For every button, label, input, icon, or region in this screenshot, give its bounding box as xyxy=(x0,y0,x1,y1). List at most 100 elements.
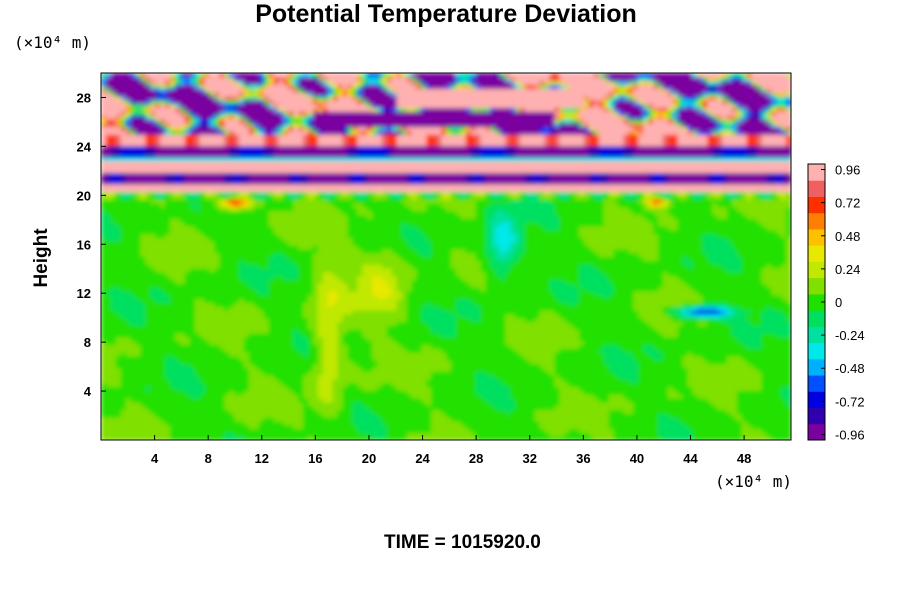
heatmap-cell xyxy=(736,321,743,326)
heatmap-cell xyxy=(741,313,748,319)
heatmap-cell xyxy=(101,413,107,418)
heatmap-cell xyxy=(204,321,211,326)
heatmap-cell xyxy=(105,436,112,440)
heatmap-cell xyxy=(574,375,580,380)
heatmap-cell xyxy=(288,332,294,338)
heatmap-cell xyxy=(485,340,491,346)
heatmap-cell xyxy=(485,355,491,361)
heatmap-cell xyxy=(490,363,496,368)
heatmap-cell xyxy=(431,310,437,315)
heatmap-cell xyxy=(741,329,748,334)
heatmap-cell xyxy=(441,302,447,307)
heatmap-cell xyxy=(327,432,334,437)
heatmap-cell xyxy=(381,344,388,349)
heatmap-cell xyxy=(194,321,201,326)
heatmap-cell xyxy=(677,352,684,357)
heatmap-cell xyxy=(677,432,684,437)
heatmap-cell xyxy=(214,371,220,376)
heatmap-cell xyxy=(771,348,777,353)
heatmap-cell xyxy=(377,405,383,411)
heatmap-cell xyxy=(347,378,353,384)
heatmap-cell xyxy=(687,321,694,326)
heatmap-cell xyxy=(574,428,580,433)
heatmap-cell xyxy=(332,336,339,342)
heatmap-cell xyxy=(751,317,758,323)
heatmap-cell xyxy=(155,340,161,346)
heatmap-cell xyxy=(564,417,570,422)
heatmap-cell xyxy=(189,332,196,338)
heatmap-cell xyxy=(268,413,275,418)
heatmap-cell xyxy=(588,352,595,357)
heatmap-cell xyxy=(450,371,457,376)
heatmap-cell xyxy=(278,355,284,361)
heatmap-cell xyxy=(677,321,684,326)
heatmap-cell xyxy=(426,313,432,319)
heatmap-cell xyxy=(189,432,196,437)
heatmap-cell xyxy=(584,428,590,433)
heatmap-cell xyxy=(490,409,496,414)
heatmap-cell xyxy=(214,432,220,437)
heatmap-cell xyxy=(515,302,521,307)
heatmap-cell xyxy=(736,405,743,411)
heatmap-cell xyxy=(653,317,659,323)
heatmap-cell xyxy=(406,390,413,395)
heatmap-cell xyxy=(574,405,580,411)
heatmap-cell xyxy=(761,428,767,433)
heatmap-cell xyxy=(519,329,526,334)
heatmap-cell xyxy=(751,310,758,315)
heatmap-cell xyxy=(662,359,669,365)
heatmap-cell xyxy=(243,329,250,334)
heatmap-cell xyxy=(150,321,156,326)
heatmap-cell xyxy=(293,382,299,388)
heatmap-cell xyxy=(460,386,467,391)
heatmap-cell xyxy=(298,397,304,403)
heatmap-cell xyxy=(229,336,235,342)
heatmap-cell xyxy=(381,420,388,426)
heatmap-cell xyxy=(505,313,511,319)
heatmap-cell xyxy=(746,317,753,323)
heatmap-cell xyxy=(303,378,309,384)
heatmap-cell xyxy=(776,394,782,399)
heatmap-cell xyxy=(781,436,787,440)
heatmap-cell xyxy=(145,371,151,376)
heatmap-cell xyxy=(510,405,516,411)
heatmap-cell xyxy=(687,355,694,361)
heatmap-cell xyxy=(648,310,654,315)
heatmap-cell xyxy=(490,325,496,330)
heatmap-cell xyxy=(184,397,191,403)
heatmap-cell xyxy=(766,348,772,353)
heatmap-cell xyxy=(446,428,452,433)
heatmap-cell xyxy=(786,306,791,311)
heatmap-cell xyxy=(283,390,289,395)
heatmap-cell xyxy=(406,344,413,349)
heatmap-cell xyxy=(431,325,437,330)
heatmap-cell xyxy=(736,375,743,380)
heatmap-cell xyxy=(337,302,344,307)
heatmap-cell xyxy=(308,321,314,326)
heatmap-cell xyxy=(204,420,211,426)
heatmap-cell xyxy=(381,397,388,403)
heatmap-cell xyxy=(436,371,442,376)
heatmap-cell xyxy=(519,432,526,437)
heatmap-cell xyxy=(120,310,127,315)
heatmap-cell xyxy=(465,420,472,426)
heatmap-cell xyxy=(273,302,280,307)
heatmap-cell xyxy=(347,397,353,403)
heatmap-cell xyxy=(288,432,294,437)
heatmap-cell xyxy=(362,355,368,361)
heatmap-cell xyxy=(101,428,107,433)
heatmap-cell xyxy=(495,310,501,315)
heatmap-cell xyxy=(623,424,629,430)
heatmap-cell xyxy=(653,371,659,376)
heatmap-cell xyxy=(751,394,758,399)
heatmap-cell xyxy=(495,401,501,407)
heatmap-cell xyxy=(618,405,625,411)
heatmap-cell xyxy=(362,409,368,414)
heatmap-cell xyxy=(219,348,225,353)
heatmap-cell xyxy=(130,363,137,368)
heatmap-cell xyxy=(381,306,388,311)
heatmap-cell xyxy=(342,310,349,315)
heatmap-cell xyxy=(352,436,358,440)
heatmap-cell xyxy=(396,352,403,357)
heatmap-cell xyxy=(648,375,654,380)
